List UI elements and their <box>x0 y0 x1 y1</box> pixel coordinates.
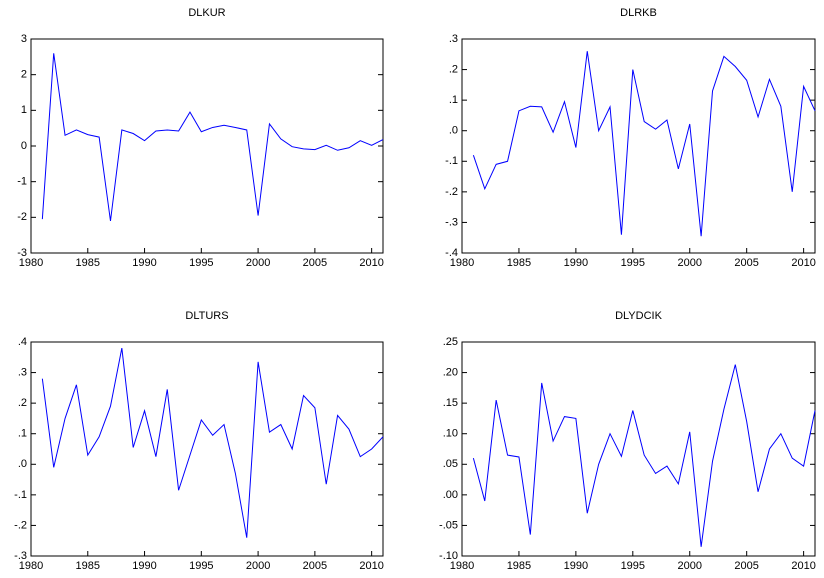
x-tick-label: 2010 <box>359 560 383 572</box>
y-tick-label: .25 <box>443 336 458 348</box>
y-tick-label: 3 <box>21 33 27 45</box>
y-tick-label: .0 <box>18 458 27 470</box>
x-tick-label: 1985 <box>507 257 531 269</box>
x-tick-label: 2000 <box>677 257 701 269</box>
chart-title: DLKUR <box>188 7 225 19</box>
x-tick-label: 2000 <box>246 560 270 572</box>
data-line <box>41 53 384 221</box>
y-tick-label: -.3 <box>445 216 458 228</box>
y-tick-label: 2 <box>21 69 27 81</box>
x-tick-label: 2000 <box>677 560 701 572</box>
x-tick-label: 2010 <box>791 560 815 572</box>
x-tick-label: 1985 <box>76 257 100 269</box>
y-tick-label: -.2 <box>445 186 458 198</box>
data-line <box>472 364 816 547</box>
x-tick-label: 1995 <box>621 257 645 269</box>
x-tick-label: 1995 <box>189 257 213 269</box>
x-tick-label: 1990 <box>132 560 156 572</box>
x-tick-label: 1995 <box>189 560 213 572</box>
x-tick-label: 1990 <box>564 560 588 572</box>
y-tick-label: -.05 <box>439 519 458 531</box>
y-tick-label: -.1 <box>445 155 458 167</box>
data-line <box>41 348 384 538</box>
y-tick-label: .3 <box>18 366 27 378</box>
x-tick-label: 2005 <box>303 257 327 269</box>
y-tick-label: -.10 <box>439 550 458 562</box>
plot-frame <box>461 341 816 557</box>
plot-frame <box>30 341 384 557</box>
chart-title: DLRKB <box>620 7 657 19</box>
y-tick-label: .00 <box>443 489 458 501</box>
x-tick-label: 1980 <box>19 257 43 269</box>
x-tick-label: 2000 <box>246 257 270 269</box>
y-tick-label: .3 <box>449 33 458 45</box>
chart-title: DLYDCIK <box>615 310 663 322</box>
y-tick-label: -.2 <box>14 519 27 531</box>
chart-title: DLTURS <box>185 310 228 322</box>
x-tick-label: 1990 <box>564 257 588 269</box>
y-tick-label: -.4 <box>445 247 458 259</box>
y-tick-label: -3 <box>17 247 27 259</box>
y-tick-label: .4 <box>18 336 27 348</box>
y-tick-label: 0 <box>21 140 27 152</box>
y-tick-label: 1 <box>21 104 27 116</box>
y-tick-label: .10 <box>443 428 458 440</box>
y-tick-label: .20 <box>443 366 458 378</box>
y-tick-label: -.1 <box>14 489 27 501</box>
y-tick-label: -.3 <box>14 550 27 562</box>
x-tick-label: 2005 <box>734 257 758 269</box>
x-tick-label: 2010 <box>791 257 815 269</box>
y-tick-label: .05 <box>443 458 458 470</box>
y-tick-label: .0 <box>449 125 458 137</box>
x-tick-label: 2005 <box>303 560 327 572</box>
plot-frame <box>461 38 816 254</box>
x-tick-label: 1980 <box>19 560 43 572</box>
data-line <box>472 51 816 237</box>
x-tick-label: 2005 <box>734 560 758 572</box>
y-tick-label: -2 <box>17 211 27 223</box>
y-tick-label: .2 <box>449 63 458 75</box>
x-tick-label: 1985 <box>76 560 100 572</box>
x-tick-label: 1980 <box>450 560 474 572</box>
x-tick-label: 1990 <box>132 257 156 269</box>
x-tick-label: 2010 <box>359 257 383 269</box>
y-tick-label: .2 <box>18 397 27 409</box>
x-tick-label: 1985 <box>507 560 531 572</box>
x-tick-label: 1995 <box>621 560 645 572</box>
y-tick-label: .1 <box>18 428 27 440</box>
plot-frame <box>30 38 384 254</box>
x-tick-label: 1980 <box>450 257 474 269</box>
y-tick-label: -1 <box>17 176 27 188</box>
y-tick-label: .15 <box>443 397 458 409</box>
y-tick-label: .1 <box>449 94 458 106</box>
